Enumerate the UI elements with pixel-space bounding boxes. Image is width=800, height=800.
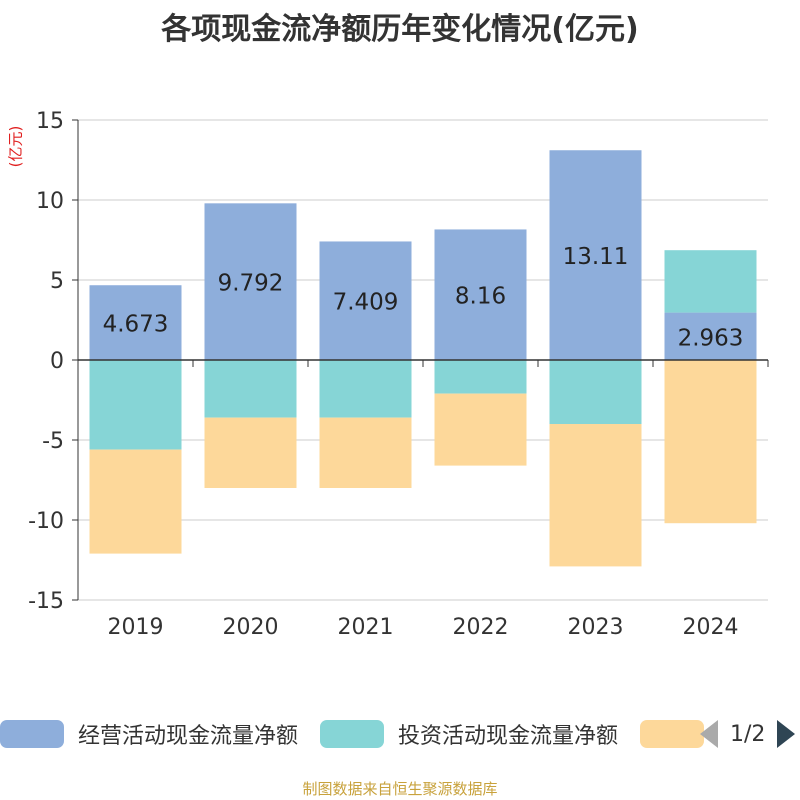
legend-item-operating[interactable]: 经营活动现金流量净额	[0, 716, 298, 752]
bar-financing-2021	[319, 417, 412, 488]
chart-title: 各项现金流净额历年变化情况(亿元)	[161, 12, 639, 47]
bar-financing-2019	[89, 449, 182, 554]
bar-financing-2024	[664, 360, 757, 524]
legend-label-investing: 投资活动现金流量净额	[398, 724, 619, 749]
data-label-operating-2020: 9.792	[218, 271, 284, 297]
data-label-operating-2021: 7.409	[333, 290, 399, 316]
bar-operating-2023	[549, 150, 642, 360]
legend-swatch-investing	[320, 720, 384, 748]
legend-next-page-icon[interactable]	[777, 720, 796, 748]
bar-operating-2019	[89, 285, 182, 360]
data-label-operating-2022: 8.16	[455, 284, 506, 310]
stacked-bar-chart: 15 10 5 0 -5 -10 -15 4.673 2019 9.792 2020 7.409 202…	[28, 109, 769, 640]
data-source-note: 制图数据来自恒生聚源数据库	[302, 780, 498, 798]
legend-item-financing[interactable]	[640, 716, 704, 752]
data-label-operating-2019: 4.673	[103, 312, 169, 338]
x-tick-label: 2022	[453, 615, 509, 640]
x-tick-label: 2023	[568, 615, 624, 640]
data-label-operating-2023: 13.11	[563, 244, 629, 270]
bar-financing-2022	[434, 393, 527, 466]
y-tick-label: -10	[28, 509, 64, 534]
bar-operating-2024	[664, 312, 757, 360]
legend-page-indicator: 1/2	[730, 721, 766, 747]
y-tick-label: -15	[28, 589, 64, 614]
bar-investing-2020	[204, 360, 297, 418]
legend-label-operating: 经营活动现金流量净额	[78, 724, 299, 749]
y-tick-label: 15	[36, 109, 64, 134]
y-tick-label: -5	[42, 429, 64, 454]
y-tick-label: 5	[50, 269, 64, 294]
bar-operating-2022	[434, 229, 527, 360]
legend: 经营活动现金流量净额 投资活动现金流量净额 1/2	[0, 716, 800, 752]
bar-investing-2021	[319, 360, 412, 418]
y-tick-label: 0	[50, 349, 64, 374]
bar-financing-2023	[549, 424, 642, 567]
x-tick-label: 2024	[683, 615, 739, 640]
y-tick-label: 10	[36, 189, 64, 214]
x-tick-label: 2019	[108, 615, 164, 640]
legend-item-investing[interactable]: 投资活动现金流量净额	[320, 716, 618, 752]
bar-financing-2020	[204, 417, 297, 488]
bar-investing-2022	[434, 360, 527, 394]
bar-operating-2021	[319, 241, 412, 360]
data-label-operating-2024: 2.963	[678, 325, 744, 351]
bar-investing-2023	[549, 360, 642, 424]
legend-swatch-operating	[0, 720, 64, 748]
legend-prev-page-icon[interactable]	[700, 720, 718, 748]
bar-investing-2019	[89, 360, 182, 450]
x-tick-label: 2020	[223, 615, 279, 640]
bar-investing-2024	[664, 250, 757, 313]
legend-pager: 1/2	[700, 716, 796, 752]
bar-operating-2020	[204, 203, 297, 360]
x-tick-label: 2021	[338, 615, 394, 640]
legend-swatch-financing	[640, 720, 704, 748]
